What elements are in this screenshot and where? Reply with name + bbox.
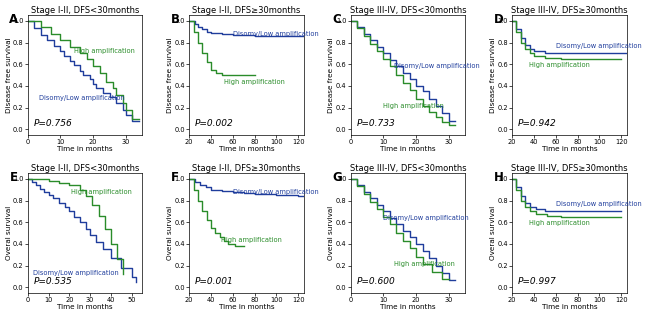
Y-axis label: Disease free survival: Disease free survival — [490, 37, 496, 113]
X-axis label: Time in months: Time in months — [380, 146, 436, 152]
Text: D: D — [494, 13, 504, 26]
Text: Disomy/Low amplification: Disomy/Low amplification — [233, 189, 318, 195]
Text: High amplification: High amplification — [383, 103, 443, 109]
Y-axis label: Overal survival: Overal survival — [167, 206, 173, 260]
X-axis label: Time in months: Time in months — [541, 146, 597, 152]
Title: Stage III-IV, DFS≥30months: Stage III-IV, DFS≥30months — [511, 164, 628, 173]
Y-axis label: Overal survival: Overal survival — [490, 206, 496, 260]
Text: B: B — [171, 13, 180, 26]
X-axis label: Time in months: Time in months — [218, 304, 274, 310]
X-axis label: Time in months: Time in months — [541, 304, 597, 310]
Text: High amplification: High amplification — [529, 62, 590, 68]
Text: F: F — [171, 171, 179, 184]
Text: Disomy/Low amplification: Disomy/Low amplification — [233, 31, 318, 37]
Text: High amplification: High amplification — [72, 189, 132, 195]
Text: P=0.002: P=0.002 — [195, 119, 233, 128]
Text: P=0.535: P=0.535 — [33, 277, 72, 286]
Text: G: G — [332, 171, 342, 184]
Text: High amplification: High amplification — [73, 48, 135, 54]
X-axis label: Time in months: Time in months — [380, 304, 436, 310]
Text: C: C — [332, 13, 341, 26]
Y-axis label: Disease free survival: Disease free survival — [167, 37, 173, 113]
Y-axis label: Disease free survival: Disease free survival — [6, 37, 12, 113]
Text: A: A — [9, 13, 19, 26]
Text: Disomy/Low amplification: Disomy/Low amplification — [33, 270, 119, 276]
Title: Stage I-II, DFS<30months: Stage I-II, DFS<30months — [31, 164, 139, 173]
Text: E: E — [9, 171, 18, 184]
Text: P=0.997: P=0.997 — [518, 277, 556, 286]
Y-axis label: Overal survival: Overal survival — [6, 206, 12, 260]
Title: Stage III-IV, DFS<30months: Stage III-IV, DFS<30months — [350, 6, 466, 15]
Text: High amplification: High amplification — [224, 79, 285, 85]
Text: High amplification: High amplification — [529, 220, 590, 226]
Title: Stage I-II, DFS≥30months: Stage I-II, DFS≥30months — [192, 6, 300, 15]
Y-axis label: Disease free survival: Disease free survival — [328, 37, 335, 113]
Text: P=0.001: P=0.001 — [195, 277, 233, 286]
X-axis label: Time in months: Time in months — [57, 304, 113, 310]
Text: P=0.733: P=0.733 — [356, 119, 395, 128]
X-axis label: Time in months: Time in months — [57, 146, 113, 152]
Title: Stage III-IV, DFS≥30months: Stage III-IV, DFS≥30months — [511, 6, 628, 15]
Text: P=0.600: P=0.600 — [356, 277, 395, 286]
Title: Stage I-II, DFS≥30months: Stage I-II, DFS≥30months — [192, 164, 300, 173]
Text: P=0.942: P=0.942 — [518, 119, 556, 128]
X-axis label: Time in months: Time in months — [218, 146, 274, 152]
Text: Disomy/Low amplification: Disomy/Low amplification — [39, 95, 125, 101]
Text: Disomy/Low amplification: Disomy/Low amplification — [556, 43, 642, 49]
Text: P=0.756: P=0.756 — [33, 119, 72, 128]
Title: Stage III-IV, DFS<30months: Stage III-IV, DFS<30months — [350, 164, 466, 173]
Text: Disomy/Low amplification: Disomy/Low amplification — [383, 215, 469, 221]
Title: Stage I-II, DFS<30months: Stage I-II, DFS<30months — [31, 6, 139, 15]
Text: High amplification: High amplification — [221, 237, 282, 243]
Text: Disomy/Low amplification: Disomy/Low amplification — [556, 201, 642, 207]
Text: Disomy/Low amplification: Disomy/Low amplification — [394, 63, 480, 69]
Text: H: H — [494, 171, 504, 184]
Y-axis label: Overal survival: Overal survival — [328, 206, 335, 260]
Text: High amplification: High amplification — [394, 261, 455, 267]
